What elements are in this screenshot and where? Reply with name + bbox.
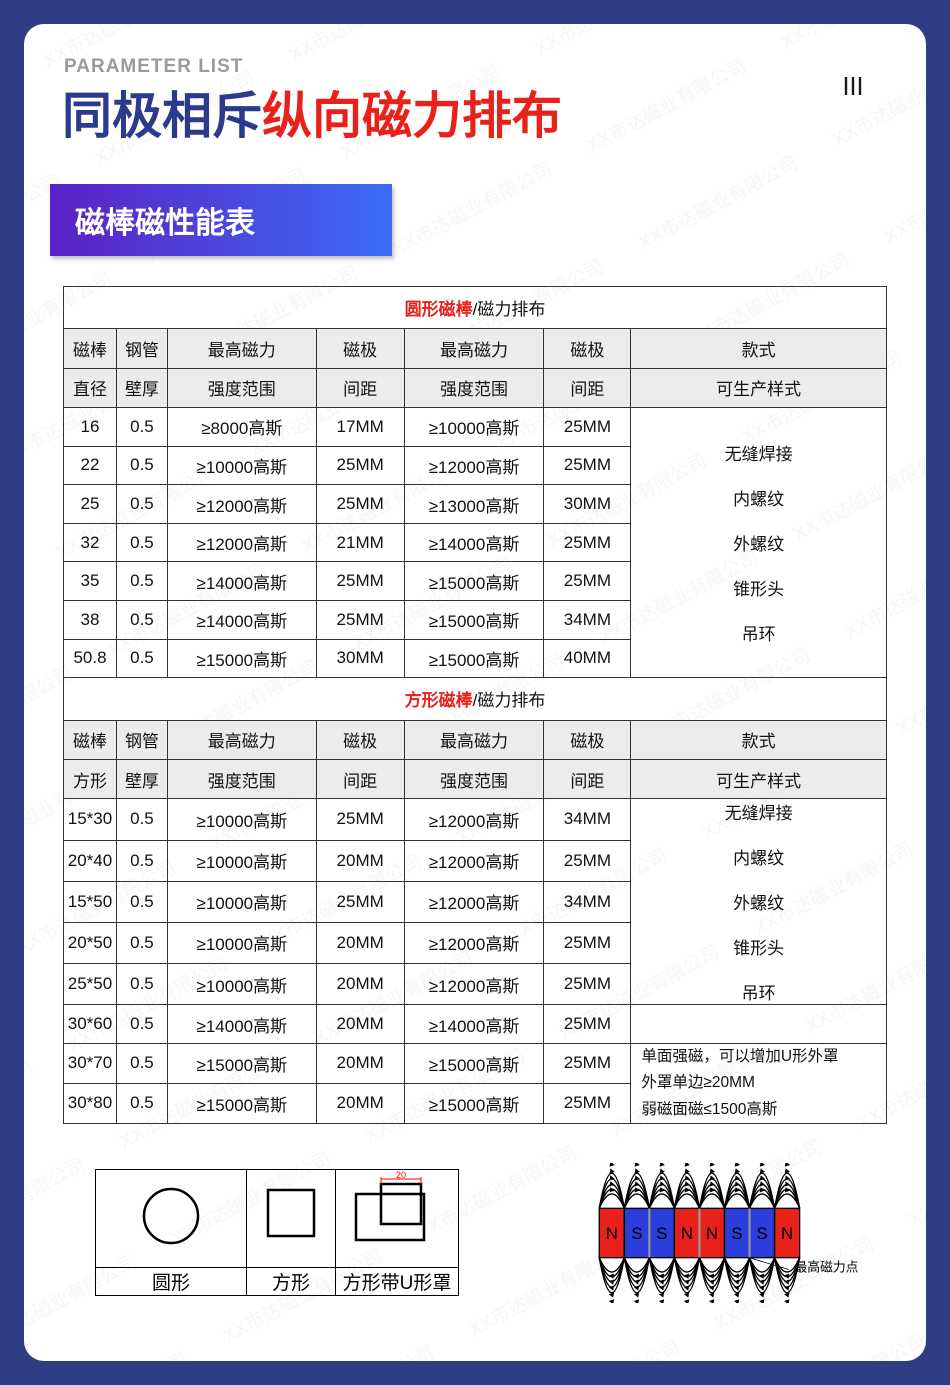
svg-text:N: N [606,1224,618,1243]
svg-text:S: S [756,1224,767,1243]
svg-text:N: N [781,1224,793,1243]
svg-text:S: S [631,1224,642,1243]
svg-text:S: S [731,1224,742,1243]
svg-text:S: S [656,1224,667,1243]
svg-text:N: N [706,1224,718,1243]
svg-text:N: N [681,1224,693,1243]
svg-text:最高磁力点: 最高磁力点 [794,1259,858,1274]
svg-text:20: 20 [396,1170,406,1180]
